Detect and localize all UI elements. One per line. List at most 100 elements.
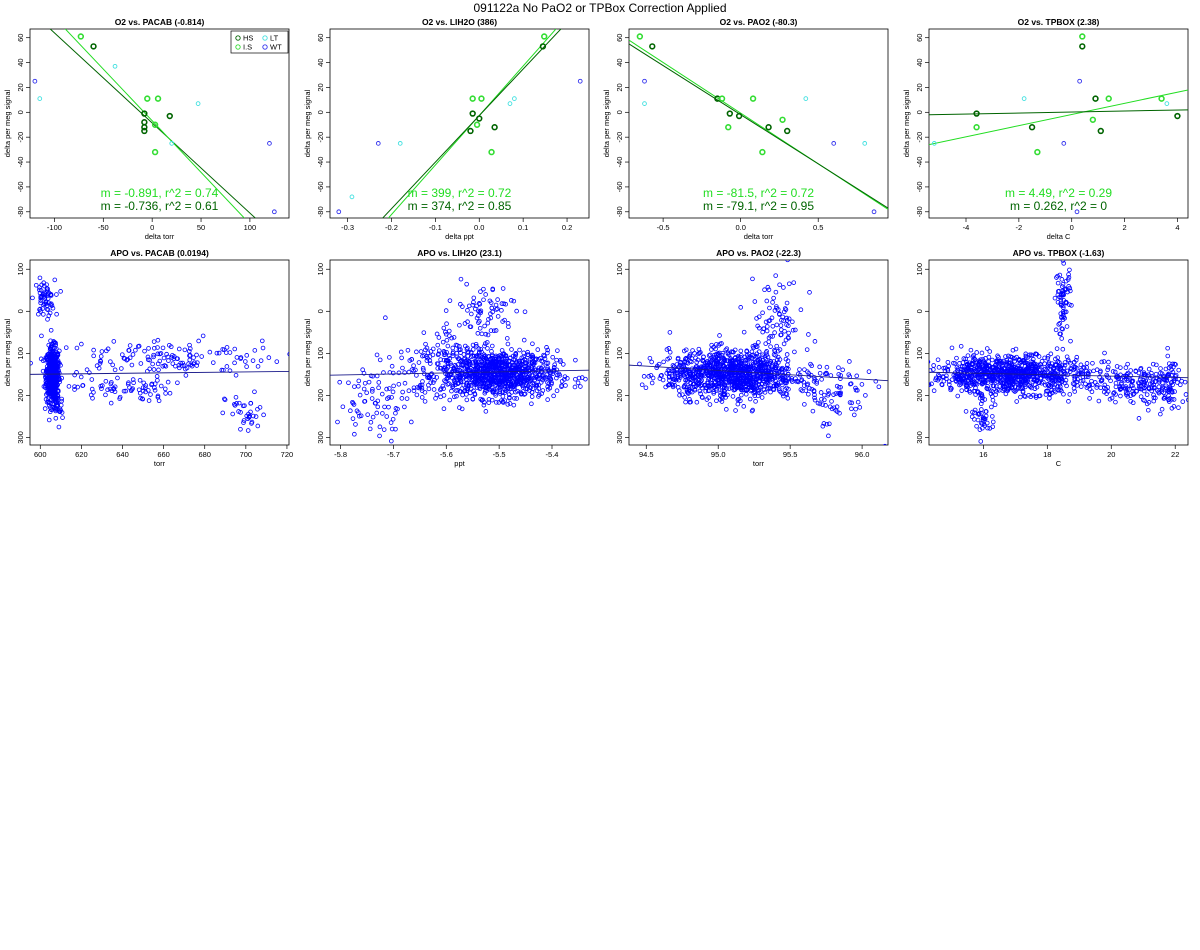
data-point bbox=[720, 362, 726, 368]
data-point bbox=[732, 373, 738, 378]
data-point bbox=[163, 391, 168, 396]
data-point bbox=[1158, 411, 1163, 417]
chart-panel-4: O2 vs. TPBOX (2.38)-4 -2 0 2 4-80-60-40-2002… bbox=[902, 17, 1189, 241]
data-point bbox=[447, 298, 453, 303]
data-point bbox=[771, 359, 777, 364]
data-point bbox=[525, 383, 531, 389]
data-point bbox=[987, 349, 993, 354]
y-tick-label: -40 bbox=[16, 157, 25, 168]
data-point bbox=[718, 390, 723, 396]
data-point bbox=[495, 314, 501, 319]
data-point bbox=[863, 393, 868, 398]
data-point bbox=[726, 386, 732, 391]
data-point bbox=[575, 380, 581, 386]
data-point bbox=[920, 371, 924, 375]
data-point bbox=[693, 383, 699, 389]
chart-title: APO vs. PAO2 (-22.3) bbox=[716, 248, 801, 258]
data-point bbox=[1010, 368, 1015, 374]
data-point bbox=[756, 382, 762, 387]
data-point bbox=[37, 285, 42, 290]
data-point-wt bbox=[1074, 209, 1080, 215]
y-tick-label: 0 bbox=[316, 309, 325, 313]
data-point bbox=[785, 323, 791, 328]
data-point bbox=[1055, 384, 1061, 389]
data-point bbox=[47, 409, 53, 415]
data-point bbox=[441, 406, 447, 412]
data-point bbox=[1171, 397, 1177, 402]
data-point bbox=[521, 337, 527, 343]
data-point bbox=[440, 339, 446, 345]
data-point bbox=[757, 384, 763, 390]
data-point bbox=[1014, 399, 1019, 404]
data-point bbox=[1049, 371, 1055, 377]
data-point bbox=[1045, 356, 1050, 361]
y-tick-label: -80 bbox=[16, 206, 25, 217]
data-point bbox=[511, 402, 517, 408]
data-point bbox=[516, 358, 522, 364]
x-tick-label: -50 bbox=[98, 223, 109, 232]
data-point bbox=[990, 424, 995, 430]
data-point bbox=[486, 397, 492, 402]
data-point-hs bbox=[491, 124, 498, 131]
data-point bbox=[487, 383, 492, 389]
data-point bbox=[1169, 367, 1174, 372]
data-point-is bbox=[779, 116, 786, 123]
data-point bbox=[42, 406, 48, 411]
data-point bbox=[151, 354, 156, 360]
data-point bbox=[377, 424, 383, 430]
data-point bbox=[425, 355, 430, 361]
data-point bbox=[140, 388, 146, 394]
y-tick-label: 60 bbox=[16, 34, 25, 42]
data-point-hs bbox=[973, 110, 980, 117]
fit-line bbox=[629, 43, 888, 209]
data-point bbox=[370, 386, 375, 392]
data-point bbox=[1107, 396, 1113, 402]
data-point-is bbox=[1158, 95, 1165, 102]
data-point bbox=[971, 367, 977, 372]
data-point bbox=[131, 380, 136, 386]
data-point bbox=[781, 393, 786, 399]
data-point bbox=[1055, 273, 1060, 279]
data-point bbox=[450, 384, 455, 390]
data-point bbox=[749, 408, 755, 414]
data-point bbox=[121, 388, 127, 394]
data-point-hs bbox=[141, 119, 148, 126]
data-point bbox=[663, 384, 668, 390]
data-point bbox=[544, 372, 550, 378]
data-point bbox=[1165, 353, 1171, 359]
data-point bbox=[480, 384, 486, 390]
data-point bbox=[1138, 394, 1144, 399]
data-point bbox=[244, 413, 250, 419]
data-point bbox=[426, 386, 432, 392]
data-point bbox=[817, 371, 823, 376]
data-point bbox=[976, 412, 982, 417]
data-point bbox=[130, 377, 136, 382]
data-point bbox=[1073, 357, 1079, 363]
data-point bbox=[764, 328, 770, 334]
data-point bbox=[171, 356, 177, 362]
data-point bbox=[47, 363, 53, 368]
data-point bbox=[1055, 289, 1061, 294]
data-point bbox=[1016, 382, 1021, 388]
data-point bbox=[1114, 373, 1120, 378]
x-tick-label: 0.1 bbox=[518, 223, 528, 232]
data-point bbox=[1035, 362, 1041, 368]
data-point bbox=[764, 379, 769, 385]
data-point bbox=[411, 363, 416, 368]
data-point bbox=[474, 315, 480, 321]
data-point bbox=[476, 313, 481, 319]
data-point bbox=[444, 321, 449, 327]
data-point bbox=[411, 385, 417, 391]
data-point bbox=[767, 305, 772, 311]
data-point bbox=[232, 346, 238, 352]
data-point bbox=[720, 381, 726, 387]
data-point bbox=[713, 351, 719, 357]
data-point bbox=[760, 360, 766, 366]
data-point bbox=[1062, 362, 1068, 368]
data-point bbox=[151, 339, 157, 344]
data-point bbox=[89, 377, 95, 382]
data-point bbox=[549, 380, 554, 386]
data-point bbox=[1012, 359, 1017, 364]
data-point-hs bbox=[90, 43, 97, 50]
data-point bbox=[147, 357, 153, 363]
